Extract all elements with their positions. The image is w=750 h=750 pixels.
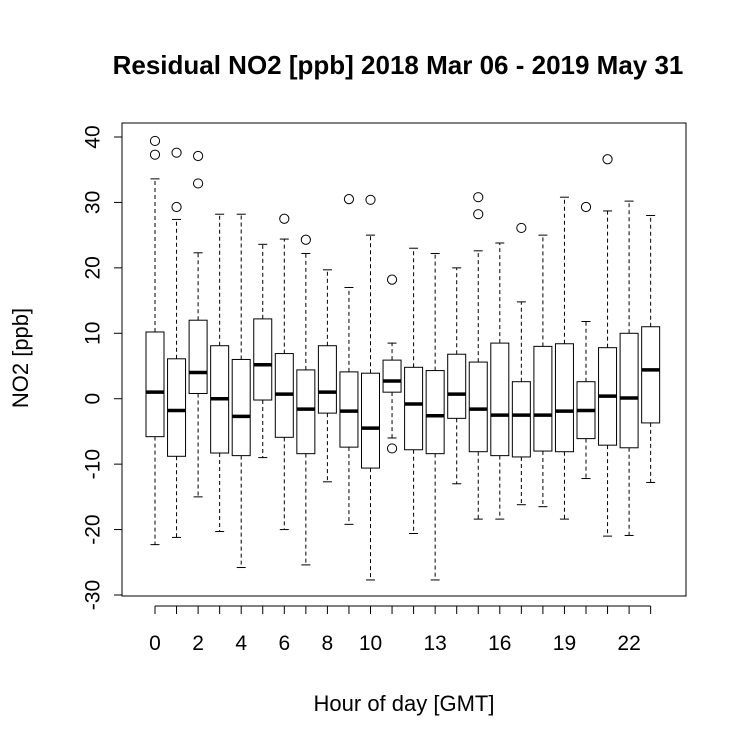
iqr-box — [554, 343, 574, 453]
outlier-point — [386, 443, 398, 454]
x-tick-label: 16 — [488, 632, 511, 655]
x-tick-label: 10 — [359, 632, 382, 655]
outlier-point — [580, 201, 592, 213]
outlier-point — [343, 194, 355, 205]
chart-title: Residual NO2 [ppb] 2018 Mar 06 - 2019 Ma… — [113, 50, 684, 80]
box-hour-15 — [468, 192, 488, 520]
box-hour-1 — [167, 147, 187, 538]
x-tick-label: 2 — [192, 632, 204, 655]
iqr-box — [619, 332, 639, 449]
outlier-point — [171, 147, 182, 158]
box-hour-21 — [598, 154, 618, 537]
outlier-point — [473, 192, 484, 203]
box-hour-5 — [253, 243, 273, 459]
iqr-box — [533, 345, 553, 452]
outlier-point — [193, 150, 204, 162]
outlier-point — [171, 201, 182, 213]
iqr-box — [511, 381, 531, 458]
iqr-box — [404, 366, 424, 451]
iqr-box — [361, 372, 380, 469]
box-hour-9 — [339, 194, 359, 525]
y-tick-label: -30 — [82, 580, 105, 610]
iqr-box — [231, 358, 251, 457]
outlier-point — [300, 234, 311, 245]
box-hour-13 — [425, 252, 445, 581]
y-axis-label: NO2 [ppb] — [8, 308, 33, 408]
y-tick-label: -20 — [82, 514, 105, 544]
iqr-box — [167, 358, 187, 457]
iqr-box — [296, 369, 316, 455]
y-tick-label: 20 — [82, 256, 105, 279]
box-hour-19 — [554, 196, 574, 520]
box-hour-17 — [511, 222, 531, 506]
box-hour-18 — [533, 234, 553, 508]
box-hour-4 — [231, 213, 251, 569]
box-hour-0 — [145, 135, 165, 546]
box-hour-22 — [619, 200, 639, 536]
x-tick-label: 0 — [149, 632, 161, 655]
box-hour-3 — [210, 213, 230, 533]
box-series — [145, 135, 661, 581]
box-hour-8 — [317, 269, 337, 483]
x-tick-label: 6 — [278, 632, 290, 655]
box-hour-6 — [274, 213, 294, 531]
outlier-point — [149, 149, 161, 160]
y-tick-label: -10 — [82, 449, 105, 479]
iqr-box — [317, 345, 337, 414]
outlier-point — [386, 274, 398, 285]
x-axis: 0 2 4 6 8 10 13 16 19 22 — [149, 605, 652, 655]
box-hour-23 — [641, 215, 661, 483]
x-tick-label: 8 — [322, 632, 334, 655]
iqr-box — [641, 326, 661, 424]
box-hour-20 — [576, 201, 596, 480]
box-hour-10 — [361, 194, 380, 581]
outlier-point — [193, 178, 204, 189]
box-hour-16 — [490, 242, 510, 520]
iqr-box — [253, 318, 273, 401]
x-tick-label: 4 — [235, 632, 247, 655]
y-axis: -30 -20 -10 0 10 20 30 40 — [82, 125, 123, 610]
y-tick-label: 10 — [82, 322, 105, 345]
outlier-point — [365, 194, 376, 205]
iqr-box — [447, 353, 467, 419]
outlier-point — [149, 135, 161, 147]
box-hour-12 — [404, 247, 424, 534]
x-tick-label: 13 — [423, 632, 446, 655]
iqr-box — [468, 361, 488, 453]
x-axis-label: Hour of day [GMT] — [314, 691, 495, 716]
iqr-box — [188, 319, 208, 394]
outlier-point — [516, 222, 527, 234]
iqr-box — [425, 370, 445, 455]
box-hour-14 — [447, 267, 467, 485]
outlier-point — [602, 154, 613, 165]
box-hour-2 — [188, 150, 208, 498]
y-tick-label: 30 — [82, 191, 105, 214]
y-tick-label: 0 — [82, 393, 105, 405]
x-tick-label: 22 — [617, 632, 640, 655]
iqr-box — [145, 331, 165, 438]
outlier-point — [279, 213, 290, 224]
iqr-box — [490, 342, 510, 457]
box-hour-7 — [296, 234, 316, 566]
x-tick-label: 19 — [553, 632, 576, 655]
y-tick-label: 40 — [82, 125, 105, 148]
outlier-point — [473, 209, 484, 220]
iqr-box — [382, 359, 402, 393]
box-hour-11 — [382, 274, 402, 454]
